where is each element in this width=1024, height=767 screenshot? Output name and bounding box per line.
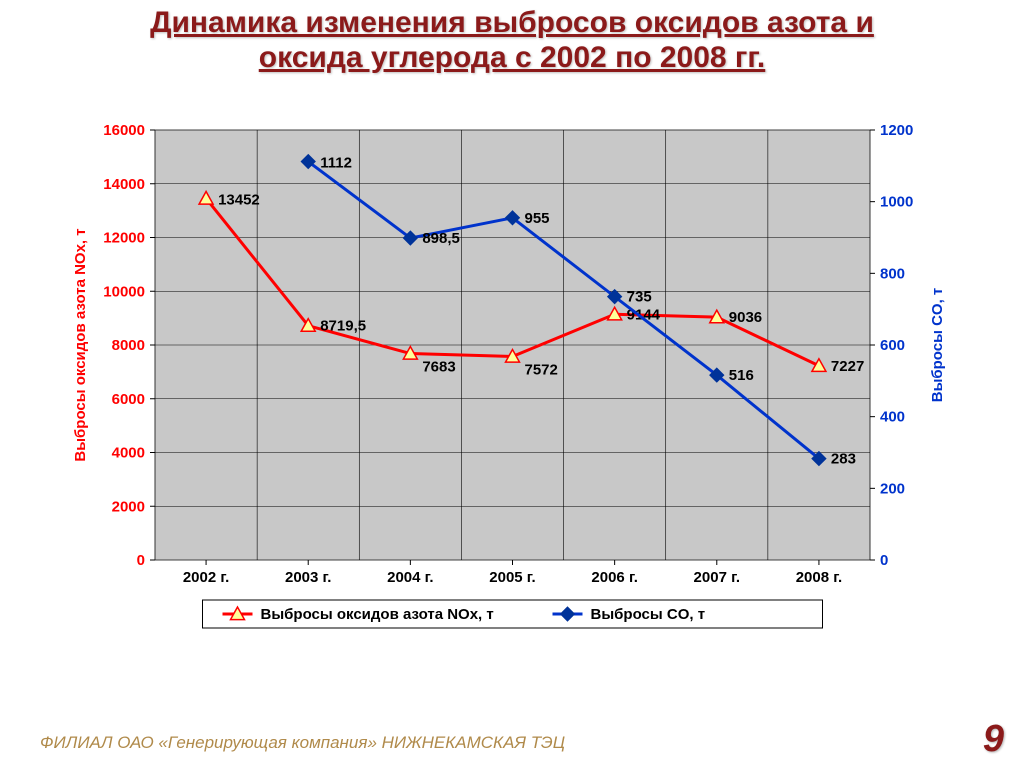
svg-text:0: 0 [880,552,888,569]
svg-text:2005 г.: 2005 г. [489,569,535,586]
title-line1: Динамика изменения выбросов оксидов азот… [150,6,874,39]
svg-text:2000: 2000 [112,498,145,515]
svg-text:7683: 7683 [422,359,455,376]
svg-text:Выбросы оксидов азота NOx, т: Выбросы оксидов азота NOx, т [261,606,494,623]
svg-text:2008 г.: 2008 г. [796,569,842,586]
svg-text:1000: 1000 [880,194,913,211]
svg-text:955: 955 [525,210,550,227]
svg-text:516: 516 [729,367,754,384]
slide-title: Динамика изменения выбросов оксидов азот… [0,0,1024,75]
svg-text:10000: 10000 [103,283,145,300]
svg-text:1200: 1200 [880,122,913,139]
svg-text:600: 600 [880,337,905,354]
svg-text:14000: 14000 [103,176,145,193]
svg-text:735: 735 [627,289,652,306]
svg-text:7227: 7227 [831,358,864,375]
svg-text:283: 283 [831,451,856,468]
svg-text:4000: 4000 [112,445,145,462]
svg-text:0: 0 [137,552,145,569]
svg-text:13452: 13452 [218,191,260,208]
emissions-chart: 0 2000 4000 6000 8000 10000 12000 14000 16000 0 20… [55,120,970,660]
svg-text:2006 г.: 2006 г. [591,569,637,586]
svg-text:200: 200 [880,480,905,497]
svg-text:8000: 8000 [112,337,145,354]
svg-text:8719,5: 8719,5 [320,318,366,335]
svg-text:Выбросы CO, т: Выбросы CO, т [591,606,706,623]
title-line2: оксида углерода с 2002 по 2008 гг. [259,41,766,74]
svg-text:7572: 7572 [525,362,558,379]
svg-text:Выбросы CO, т: Выбросы CO, т [929,288,946,403]
svg-text:9036: 9036 [729,309,762,326]
svg-text:800: 800 [880,265,905,282]
svg-text:1112: 1112 [320,155,352,172]
page-number: 9 [983,718,1004,761]
svg-text:2004 г.: 2004 г. [387,569,433,586]
svg-text:2003 г.: 2003 г. [285,569,331,586]
svg-text:16000: 16000 [103,122,145,139]
svg-text:12000: 12000 [103,230,145,247]
svg-text:400: 400 [880,409,905,426]
svg-text:Выбросы оксидов азота NOx, т: Выбросы оксидов азота NOx, т [72,228,89,461]
svg-text:2007 г.: 2007 г. [694,569,740,586]
svg-text:6000: 6000 [112,391,145,408]
slide: Динамика изменения выбросов оксидов азот… [0,0,1024,767]
footer-text: ФИЛИАЛ ОАО «Генерирующая компания» НИЖНЕ… [40,733,565,753]
chart-svg: 0 2000 4000 6000 8000 10000 12000 14000 16000 0 20… [55,120,970,660]
svg-text:2002 г.: 2002 г. [183,569,229,586]
svg-text:898,5: 898,5 [422,230,460,247]
